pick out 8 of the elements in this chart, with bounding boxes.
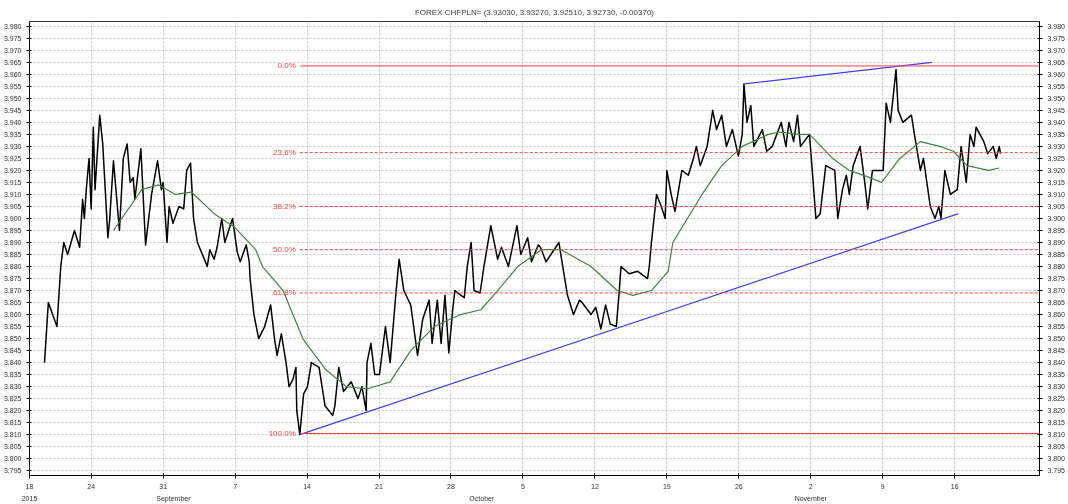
line-series (112, 131, 1000, 390)
annotation: 100.0% (268, 428, 296, 438)
annotation: 0.0% (277, 61, 296, 71)
annotation: 50.0% (273, 245, 296, 255)
annotation: 23.6% (273, 148, 296, 158)
chart-title: FOREX CHFPLN= (3.93030, 3.93270, 3.92510, 3.92730, -0.00370) (414, 7, 655, 17)
annotation: 38.2% (273, 201, 296, 211)
line-series (43, 68, 1002, 436)
